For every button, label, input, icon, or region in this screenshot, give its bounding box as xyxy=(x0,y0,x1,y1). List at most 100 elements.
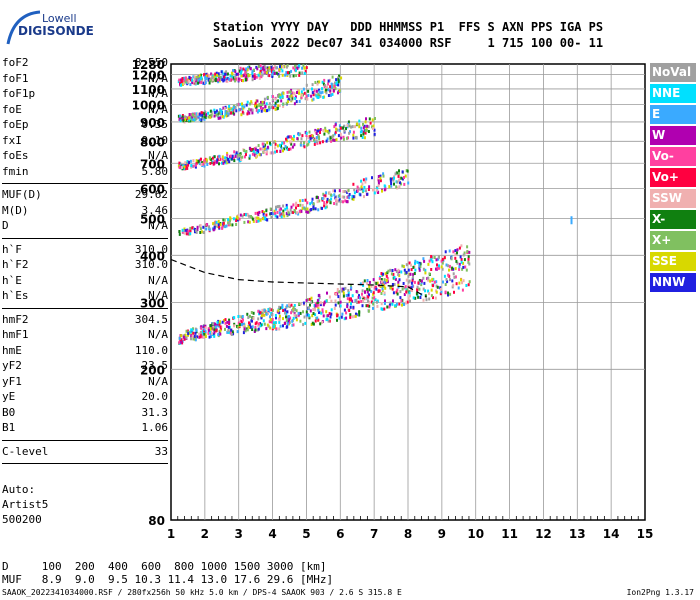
echo-point xyxy=(275,316,277,320)
echo-point xyxy=(180,338,183,342)
echo-point xyxy=(345,316,348,320)
param-row-hme: hmE 110.0 xyxy=(2,344,168,359)
echo-point xyxy=(383,280,386,284)
echo-point xyxy=(337,91,339,95)
echo-point xyxy=(182,164,185,168)
echo-point xyxy=(198,74,201,78)
echo-point xyxy=(336,313,339,317)
y-tick-label: 200 xyxy=(140,363,165,377)
echo-point xyxy=(368,185,371,189)
echo-point xyxy=(279,213,282,217)
param-row-hmf2: hmF2 304.5 xyxy=(2,313,168,328)
echo-point xyxy=(401,264,404,268)
echo-point xyxy=(198,162,201,166)
echo-point xyxy=(220,70,223,74)
echo-point xyxy=(246,100,249,104)
param-key: foE xyxy=(2,102,22,116)
echo-point xyxy=(284,321,287,325)
x-tick-label: 15 xyxy=(637,527,654,541)
echo-point xyxy=(380,292,383,295)
echo-point xyxy=(336,288,339,291)
echo-point xyxy=(336,128,339,132)
echo-point xyxy=(338,316,341,320)
echo-point xyxy=(311,200,313,204)
echo-point xyxy=(303,141,305,145)
echo-point xyxy=(456,248,459,252)
echo-point xyxy=(380,302,383,306)
echo-point xyxy=(371,300,373,304)
echo-point xyxy=(185,165,188,169)
echo-point xyxy=(321,197,324,200)
echo-point xyxy=(288,97,290,101)
echo-point xyxy=(310,296,313,300)
param-key: MUF(D) xyxy=(2,188,42,201)
echo-point xyxy=(301,66,304,70)
x-tick-label: 10 xyxy=(467,527,484,541)
echo-point xyxy=(366,287,369,291)
echo-point xyxy=(360,187,363,191)
echo-point xyxy=(203,159,206,163)
echo-point xyxy=(189,83,192,86)
echo-point xyxy=(305,131,308,135)
echo-point xyxy=(227,218,230,222)
echo-point xyxy=(259,324,262,328)
echo-point xyxy=(272,321,275,325)
echo-point xyxy=(389,268,392,272)
echo-point xyxy=(291,323,294,327)
echo-point xyxy=(288,71,291,75)
echo-point xyxy=(412,296,415,300)
echo-point xyxy=(334,299,337,303)
echo-point xyxy=(363,195,365,199)
echo-point xyxy=(210,113,213,117)
echo-point xyxy=(376,304,379,308)
echo-point xyxy=(186,160,189,163)
echo-point xyxy=(400,176,403,180)
echo-point xyxy=(362,281,364,285)
echo-point xyxy=(194,163,197,167)
echo-point xyxy=(379,285,382,288)
echo-point xyxy=(217,223,220,227)
echo-point xyxy=(358,125,361,129)
echo-point xyxy=(324,194,327,198)
echo-point xyxy=(252,317,255,320)
echo-point xyxy=(195,162,198,165)
echo-point xyxy=(270,215,273,219)
echo-point xyxy=(366,290,369,294)
echo-point xyxy=(298,99,301,103)
x-tick-label: 4 xyxy=(268,527,276,541)
echo-point xyxy=(350,302,352,306)
echo-point xyxy=(287,100,290,104)
echo-point xyxy=(244,213,247,217)
echo-point xyxy=(263,211,265,214)
echo-point xyxy=(202,231,205,234)
echo-point xyxy=(418,268,421,272)
echo-point xyxy=(215,223,218,227)
echo-point xyxy=(379,289,381,293)
echo-point xyxy=(213,328,216,332)
echo-point xyxy=(371,296,374,300)
echo-point xyxy=(200,163,203,166)
echo-point xyxy=(232,316,235,320)
echo-point xyxy=(240,74,243,78)
echo-point xyxy=(329,315,332,319)
echo-point xyxy=(283,214,286,218)
echo-point xyxy=(444,283,447,286)
param-key: yF1 xyxy=(2,374,22,388)
echo-point xyxy=(308,297,311,301)
echo-point xyxy=(269,141,271,145)
echo-point xyxy=(216,73,219,77)
param-key: hmF2 xyxy=(2,312,29,326)
echo-point xyxy=(355,135,358,139)
echo-point xyxy=(227,329,230,333)
echo-point xyxy=(258,109,260,113)
echo-point xyxy=(291,97,294,101)
echo-point xyxy=(378,277,381,281)
echo-point xyxy=(270,308,273,312)
echo-point xyxy=(443,274,446,278)
echo-point xyxy=(395,302,398,306)
echo-point xyxy=(277,99,280,103)
legend-item-w: W xyxy=(650,126,696,145)
echo-point xyxy=(268,309,270,313)
echo-point xyxy=(352,305,355,309)
echo-point xyxy=(338,128,341,132)
